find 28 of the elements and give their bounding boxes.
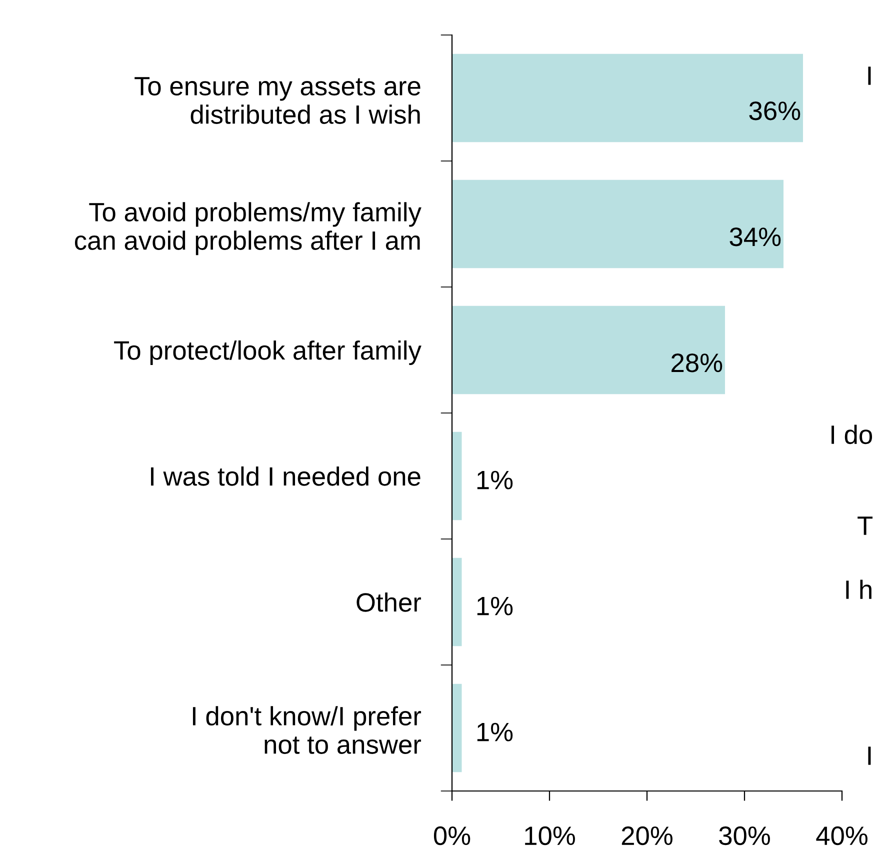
x-tick-label: 20% — [622, 826, 672, 846]
bar — [452, 432, 462, 520]
data-label: 1% — [477, 470, 513, 490]
text: I — [868, 746, 871, 765]
y-tick-label: To ensure my assets are distributed as I wish — [134, 77, 420, 124]
x-tick-label: 30% — [719, 826, 770, 846]
text: I h — [846, 580, 872, 599]
x-tick-label: 10% — [525, 826, 575, 846]
text: I — [868, 66, 871, 85]
x-tick-label: 40% — [816, 826, 868, 846]
y-tick-label: Other — [356, 592, 422, 612]
data-label: 34% — [730, 228, 781, 246]
y-tick-label: I don't know/I prefer not to answer — [192, 706, 422, 754]
data-label: 1% — [477, 722, 513, 742]
x-tick-label: 0% — [434, 826, 470, 846]
bar — [452, 54, 803, 142]
bar — [452, 180, 784, 268]
data-label: 1% — [477, 596, 513, 616]
y-tick-label: To protect/look after family — [114, 340, 422, 366]
bar — [452, 684, 462, 772]
y-tick-label: I was told I needed one — [151, 466, 420, 486]
data-label: 36% — [749, 102, 800, 120]
text: T — [858, 516, 873, 535]
data-label: 28% — [672, 354, 722, 372]
annotation: I do — [832, 424, 872, 444]
bar — [452, 306, 725, 394]
bar — [452, 558, 462, 646]
y-tick-label: To avoid problems/my family can avoid problems after I am — [74, 202, 422, 256]
